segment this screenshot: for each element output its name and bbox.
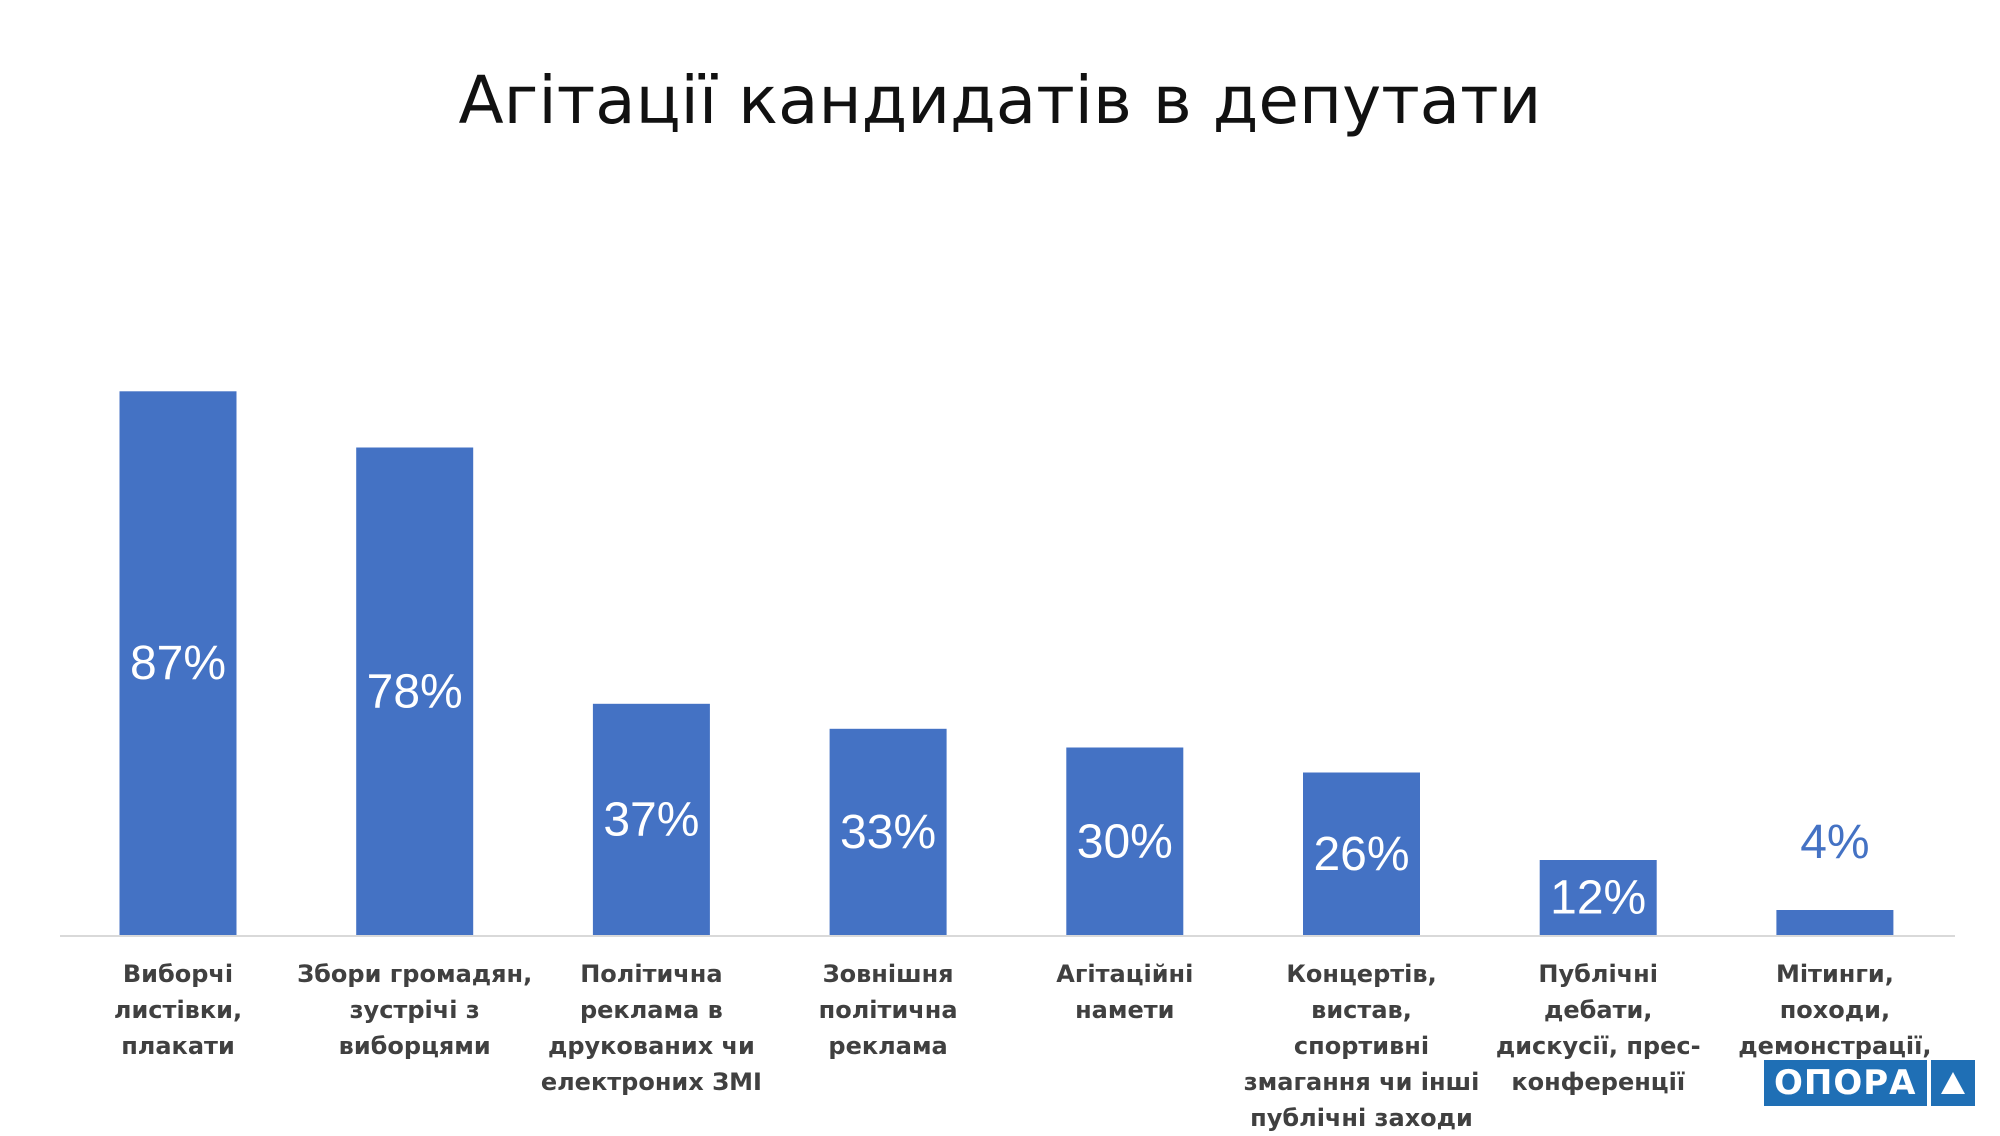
data-label-7: 12%: [1550, 872, 1646, 925]
data-label-3: 37%: [603, 793, 699, 846]
bar-8: [1776, 910, 1894, 935]
category-label-7: Публічні дебати, дискусії, прес-конферен…: [1495, 960, 1701, 1096]
chart-title: Агітації кандидатів в депутати: [458, 62, 1542, 139]
bar-1: [119, 391, 237, 936]
category-label-1: Виборчі листівки, плакати: [113, 960, 243, 1060]
opora-logo: ОПОРА: [1764, 1060, 1975, 1106]
data-label-1: 87%: [130, 637, 226, 690]
data-label-5: 30%: [1077, 815, 1173, 868]
data-label-8: 4%: [1800, 816, 1869, 869]
triangle-icon: [1930, 1060, 1975, 1106]
bar-4: [829, 728, 947, 936]
category-label-4: Зовнішня політична реклама: [818, 960, 958, 1060]
bar-5: [1066, 747, 1184, 935]
data-label-6: 26%: [1313, 828, 1409, 881]
data-labels-layer: 87% 78% 37% 33% 30% 26% 12% 4%: [130, 637, 1870, 924]
bar-3: [592, 703, 710, 936]
bar-2: [356, 447, 474, 935]
category-label-5: Агітаційні намети: [1056, 960, 1194, 1024]
bar-7: [1539, 860, 1657, 935]
category-label-6: Концертів, вистав, спортивні змагання чи…: [1243, 960, 1480, 1132]
data-label-2: 78%: [367, 665, 463, 718]
bars-layer: [119, 391, 1894, 936]
category-label-3: Політична реклама в друкованих чи електр…: [540, 960, 762, 1096]
bar-6: [1303, 772, 1420, 935]
data-label-4: 33%: [840, 806, 936, 859]
category-label-2: Збори громадян, зустрічі з виборцями: [297, 960, 533, 1060]
logo-text: ОПОРА: [1764, 1060, 1927, 1106]
